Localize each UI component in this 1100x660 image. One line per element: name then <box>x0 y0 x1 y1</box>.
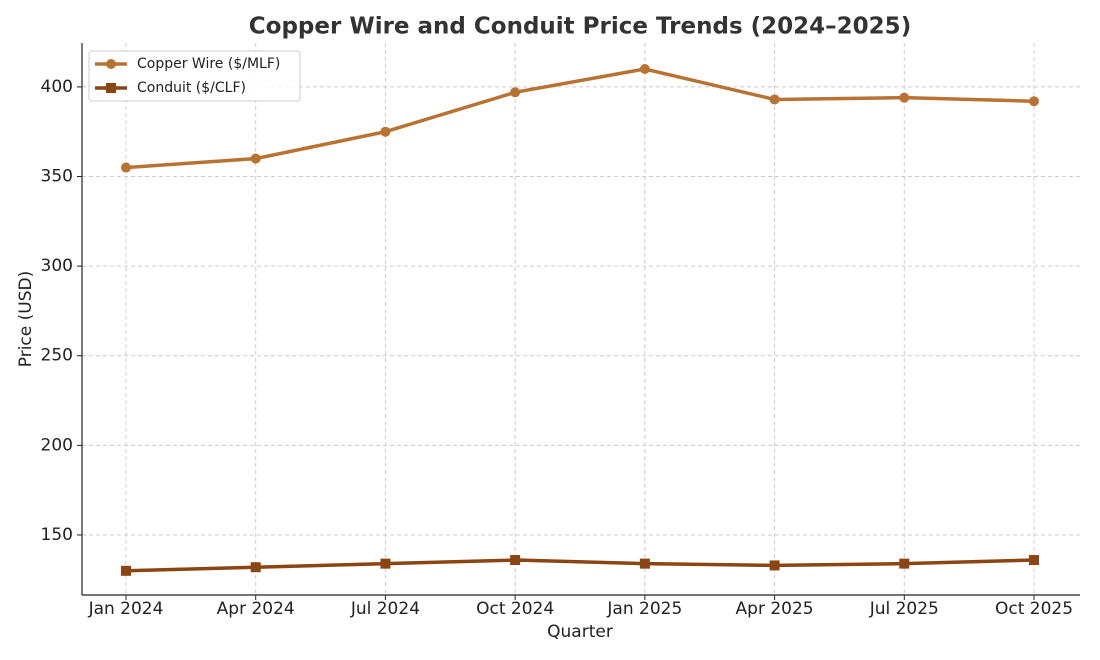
point <box>380 126 391 137</box>
x-tick-label: Jul 2025 <box>869 599 939 619</box>
x-tick-label: Apr 2024 <box>217 599 295 619</box>
chart-title: Copper Wire and Conduit Price Trends (20… <box>249 14 911 40</box>
x-axis-label: Quarter <box>547 622 613 642</box>
legend-box <box>88 50 301 102</box>
point <box>380 558 391 569</box>
y-tick-label: 350 <box>41 167 73 187</box>
point <box>769 94 780 105</box>
x-tick-label: Jan 2024 <box>88 599 164 619</box>
point <box>899 92 910 103</box>
point <box>510 87 521 98</box>
y-tick-label: 400 <box>41 77 73 97</box>
point <box>510 555 521 566</box>
x-tick-label: Jan 2025 <box>606 599 682 619</box>
x-tick-label: Apr 2025 <box>736 599 814 619</box>
point <box>899 558 910 569</box>
legend-label: Conduit ($/CLF) <box>137 80 246 96</box>
point <box>121 565 131 576</box>
point <box>639 558 650 569</box>
point <box>1029 555 1039 566</box>
point <box>769 560 780 571</box>
x-tick-label: Oct 2025 <box>995 599 1073 619</box>
plot <box>121 63 1039 576</box>
point <box>1029 96 1039 107</box>
point <box>106 59 116 69</box>
line <box>125 67 1035 170</box>
y-tick-label: 150 <box>41 525 73 545</box>
grid: 150 200 250 300 350 400 Jan 2024 Apr 2024 Jul 20… <box>41 43 1080 619</box>
point <box>250 153 261 164</box>
x-tick-label: Oct 2024 <box>476 599 554 619</box>
legend-label: Copper Wire ($/MLF) <box>137 56 280 72</box>
x-tick-label: Jul 2024 <box>350 599 420 619</box>
point <box>121 162 131 173</box>
y-tick-label: 250 <box>41 346 73 366</box>
point <box>639 63 650 74</box>
y-tick-label: 200 <box>41 435 73 455</box>
y-axis-label: Price (USD) <box>16 271 36 367</box>
legend: Copper Wire ($/MLF) Conduit ($/CLF) <box>88 50 301 102</box>
point <box>106 83 116 93</box>
point <box>250 562 261 573</box>
line <box>125 558 1035 573</box>
y-tick-label: 300 <box>41 256 73 276</box>
